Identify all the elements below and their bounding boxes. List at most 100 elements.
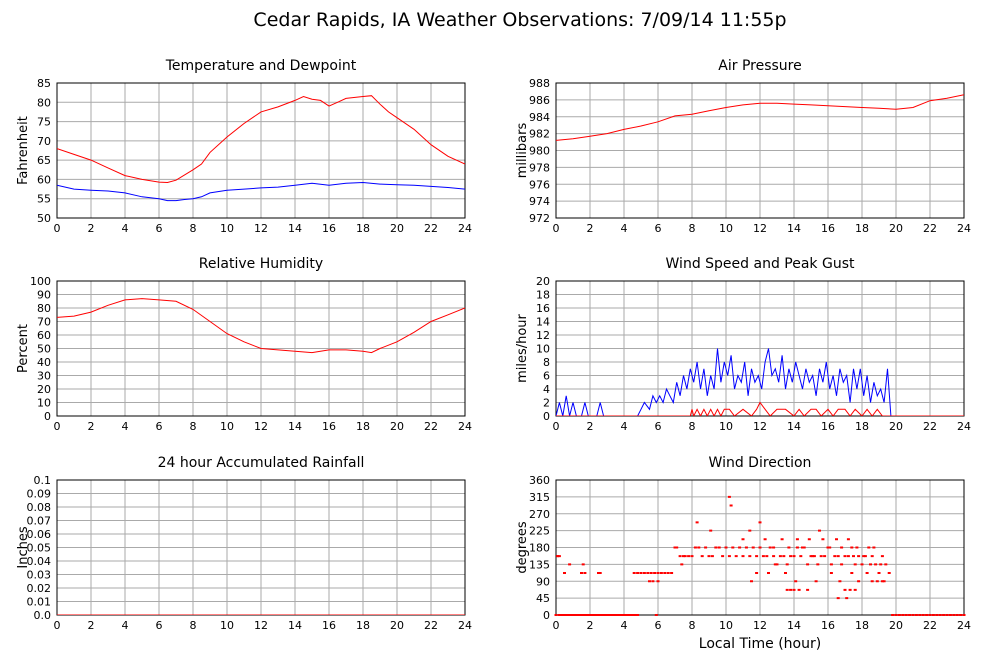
x-tick-label: 24: [957, 619, 971, 632]
x-tick-label: 20: [889, 619, 903, 632]
data-point: [566, 614, 570, 616]
x-tick-label: 6: [156, 619, 163, 632]
data-point: [755, 555, 759, 558]
y-tick-label: 315: [529, 491, 550, 504]
y-tick-label: 0.05: [27, 542, 52, 555]
x-tick-label: 6: [156, 420, 163, 433]
data-point: [846, 555, 850, 558]
data-point: [653, 572, 657, 574]
x-tick-label: 0: [54, 619, 61, 632]
data-point: [875, 580, 879, 583]
data-point: [581, 563, 585, 566]
data-point: [591, 614, 595, 616]
data-point: [843, 555, 847, 558]
y-tick-label: 976: [529, 178, 550, 191]
y-axis-label: Fahrenheit: [16, 116, 31, 185]
data-point: [780, 538, 784, 541]
data-point: [901, 614, 905, 616]
data-point: [935, 614, 939, 616]
data-point: [717, 546, 721, 549]
data-point: [928, 614, 932, 616]
x-tick-label: 18: [356, 420, 370, 433]
data-point: [603, 614, 607, 616]
y-tick-label: 986: [529, 94, 550, 107]
data-point: [700, 555, 704, 558]
data-point: [748, 529, 752, 532]
data-point: [731, 546, 735, 549]
data-point: [797, 588, 801, 591]
data-point: [683, 555, 687, 558]
data-point: [835, 538, 838, 541]
y-tick-label: 18: [536, 289, 550, 302]
data-point: [870, 555, 874, 558]
x-tick-label: 16: [322, 420, 336, 433]
data-point: [887, 572, 891, 574]
data-point: [763, 538, 767, 541]
data-point: [829, 572, 833, 574]
x-tick-label: 8: [190, 619, 197, 632]
data-point: [687, 555, 691, 558]
data-point: [651, 580, 655, 583]
data-point: [772, 546, 776, 549]
data-point: [595, 614, 599, 616]
data-point: [874, 563, 878, 566]
data-point: [605, 614, 609, 616]
data-point: [880, 555, 884, 558]
data-point: [751, 546, 755, 549]
x-tick-label: 14: [787, 420, 801, 433]
x-tick-label: 22: [424, 222, 438, 235]
y-tick-label: 70: [37, 316, 51, 329]
data-point: [765, 555, 769, 558]
data-point: [872, 546, 876, 549]
x-tick-label: 2: [587, 222, 594, 235]
x-tick-label: 12: [254, 420, 268, 433]
data-point: [557, 614, 561, 616]
data-point: [741, 538, 745, 541]
x-tick-label: 8: [689, 619, 696, 632]
data-point: [809, 555, 813, 558]
data-point: [666, 572, 670, 574]
data-point: [750, 580, 753, 583]
data-point: [590, 614, 594, 616]
data-point: [619, 614, 623, 616]
y-tick-label: 80: [37, 96, 51, 109]
data-point: [794, 580, 798, 583]
data-point: [773, 563, 777, 566]
x-tick-label: 2: [88, 619, 95, 632]
data-point: [568, 563, 572, 566]
x-tick-label: 0: [54, 222, 61, 235]
y-axis-label: Percent: [16, 324, 31, 373]
y-tick-label: 45: [536, 592, 550, 605]
data-point: [795, 546, 799, 549]
data-point: [869, 563, 872, 566]
data-point: [569, 614, 573, 616]
y-tick-label: 80: [37, 302, 51, 315]
y-tick-label: 978: [529, 161, 550, 174]
x-tick-label: 0: [553, 420, 560, 433]
y-tick-label: 55: [37, 193, 51, 206]
data-point: [693, 546, 697, 549]
data-point: [576, 614, 580, 616]
y-tick-label: 4: [543, 383, 550, 396]
y-tick-label: 100: [30, 275, 51, 288]
data-point: [921, 614, 925, 616]
y-tick-label: 20: [37, 383, 51, 396]
x-tick-label: 22: [923, 420, 937, 433]
y-tick-label: 0.03: [27, 569, 52, 582]
data-point: [829, 563, 833, 566]
series-line-1: [556, 348, 964, 416]
data-point: [795, 538, 799, 541]
x-tick-label: 2: [587, 420, 594, 433]
data-point: [857, 555, 861, 558]
data-point: [710, 555, 714, 558]
y-tick-label: 85: [37, 77, 51, 90]
data-point: [634, 614, 638, 616]
data-point: [583, 572, 587, 574]
data-point: [748, 555, 752, 558]
data-point: [806, 563, 810, 566]
x-tick-label: 24: [458, 619, 472, 632]
x-tick-label: 10: [719, 420, 733, 433]
x-tick-label: 20: [889, 222, 903, 235]
